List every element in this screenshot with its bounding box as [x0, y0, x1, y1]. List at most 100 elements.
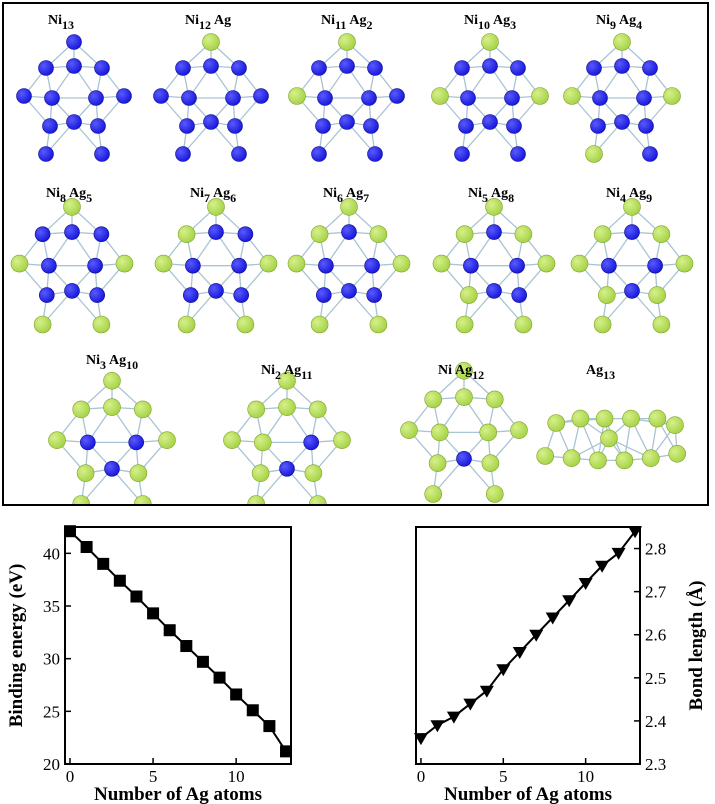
data-point: [545, 612, 560, 625]
ag-atom: [236, 315, 255, 334]
ni-atom: [185, 257, 201, 274]
ni-atom: [44, 90, 60, 106]
ag-atom: [615, 451, 634, 470]
ni-atom: [94, 146, 110, 162]
ag-atom: [309, 495, 327, 504]
ag-atom: [481, 454, 500, 473]
ni-atom: [614, 58, 630, 74]
ni-atom: [64, 283, 80, 299]
ni-atom: [66, 114, 82, 130]
ni-atom: [41, 257, 57, 274]
data-point: [562, 595, 577, 608]
y-tick-label: 2.6: [645, 626, 666, 645]
cluster-label: Ni8 Ag5: [46, 186, 92, 205]
y-tick-label: 30: [43, 650, 60, 669]
cluster-label: Ni Ag12: [438, 363, 484, 382]
ni-atom: [361, 90, 377, 106]
ni-atom: [311, 146, 327, 162]
data-point: [479, 685, 494, 698]
ag-atom: [623, 198, 641, 216]
ni-atom: [279, 460, 295, 477]
y-axis-label: Bond length (Å): [686, 581, 707, 711]
ni-atom: [460, 90, 476, 106]
data-point: [578, 578, 593, 591]
ni-atom: [38, 287, 55, 303]
cluster-12: Ni Ag12: [400, 361, 528, 503]
ag-atom: [455, 388, 473, 407]
plot-frame: [64, 526, 292, 765]
ag-atom: [134, 400, 152, 419]
ni-atom: [456, 450, 472, 467]
cluster-6: Ni7 Ag6: [154, 186, 278, 334]
data-point: [529, 629, 544, 642]
data-point: [463, 698, 478, 711]
ag-atom: [369, 315, 388, 334]
cluster-label: Ni2 Ag11: [261, 363, 312, 382]
cluster-label: Ag13: [586, 363, 615, 382]
ni-atom: [237, 226, 254, 242]
cluster-2: Ni11 Ag2: [288, 13, 405, 162]
ag-atom: [537, 254, 556, 273]
ag-atom: [595, 409, 614, 428]
ag-atom: [72, 495, 90, 504]
ag-atom: [485, 485, 504, 503]
ni-atom: [208, 283, 224, 299]
y-tick-label: 2.3: [645, 755, 666, 774]
ni-atom: [586, 60, 602, 76]
ni-atom: [315, 287, 332, 303]
cluster-structures-figure: Ni13 Ni12 Ag Ni11 Ag2 Ni10 Ag3 Ni9 Ag4 Ni8 Ag5 Ni7 A…: [10, 13, 694, 504]
x-axis-label: Number of Ag atoms: [444, 784, 612, 804]
ni-atom: [482, 58, 498, 74]
ag-atom: [455, 225, 474, 243]
ag-atom: [424, 390, 443, 409]
ag-atom: [76, 464, 95, 483]
ni-atom: [367, 146, 383, 162]
y-tick-label: 2.4: [645, 712, 667, 731]
ni-atom: [590, 118, 606, 134]
cluster-label: Ni3 Ag10: [86, 353, 138, 372]
ag-atom: [253, 433, 272, 452]
ag-atom: [288, 87, 306, 105]
ag-atom: [648, 409, 667, 428]
ag-atom: [33, 315, 52, 334]
ni-atom: [231, 257, 247, 274]
ag-atom: [369, 225, 388, 243]
ag-atom: [115, 254, 134, 273]
ni-atom: [16, 88, 32, 104]
ag-atom: [547, 414, 566, 432]
data-point: [180, 640, 193, 653]
data-point: [430, 720, 445, 733]
ni-atom: [64, 224, 80, 240]
ni-atom: [614, 114, 630, 130]
ni-atom: [128, 434, 144, 451]
data-point: [130, 590, 143, 603]
ag-atom: [154, 254, 173, 273]
ni-atom: [233, 287, 249, 303]
ni-atom: [203, 114, 219, 130]
ag-atom: [536, 447, 555, 465]
ni-atom: [366, 287, 383, 303]
y-tick-label: 2.5: [645, 669, 666, 688]
data-point: [512, 646, 527, 659]
ag-atom: [481, 33, 499, 51]
ag-atom: [531, 87, 549, 105]
ag-atom: [223, 431, 241, 450]
cluster-3: Ni10 Ag3: [431, 13, 549, 162]
ni-atom: [116, 88, 132, 104]
data-point: [163, 624, 176, 637]
cluster-label: Ni9 Ag4: [596, 13, 642, 32]
ni-atom: [225, 90, 241, 106]
data-point: [263, 720, 276, 733]
cluster-label: Ni5 Ag8: [468, 186, 514, 205]
x-tick-label: 10: [228, 767, 245, 786]
ni-atom: [80, 434, 96, 451]
ag-atom: [177, 315, 196, 334]
data-point: [246, 704, 259, 717]
data-point: [595, 560, 610, 573]
cluster-10: Ni3 Ag10: [48, 353, 176, 504]
ni-atom: [367, 60, 383, 76]
ag-atom: [455, 315, 474, 334]
ag-atom: [158, 431, 176, 450]
cluster-13: Ag13: [536, 363, 687, 470]
